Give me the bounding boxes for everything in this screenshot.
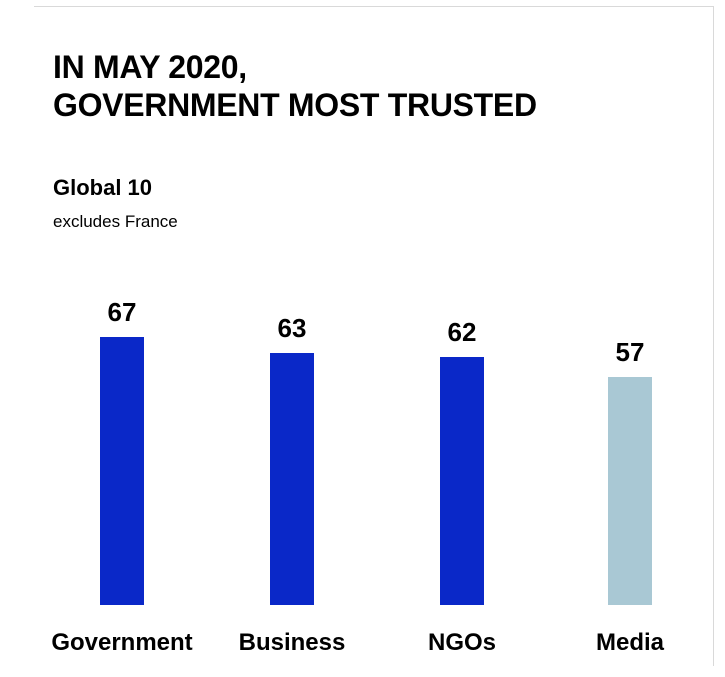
category-label-business: Business xyxy=(239,629,346,656)
category-label-ngos: NGOs xyxy=(428,629,496,656)
category-label-media: Media xyxy=(596,629,665,656)
chart-title-line-1: IN MAY 2020, xyxy=(53,49,247,85)
chart-frame xyxy=(34,6,714,666)
chart-footnote: excludes France xyxy=(53,212,178,231)
bar-business xyxy=(270,353,314,605)
bar-ngos xyxy=(440,357,484,605)
chart-title: IN MAY 2020, GOVERNMENT MOST TRUSTED xyxy=(53,48,537,124)
bar-government xyxy=(100,337,144,605)
chart-subtitle: Global 10 xyxy=(53,175,153,200)
chart-title-line-2: GOVERNMENT MOST TRUSTED xyxy=(53,87,537,123)
bar-value-business: 63 xyxy=(278,313,307,343)
bar-value-ngos: 62 xyxy=(448,317,477,347)
category-label-government: Government xyxy=(51,629,192,656)
bar-value-government: 67 xyxy=(108,297,137,327)
bar-media xyxy=(608,377,652,605)
bar-value-media: 57 xyxy=(616,337,645,367)
